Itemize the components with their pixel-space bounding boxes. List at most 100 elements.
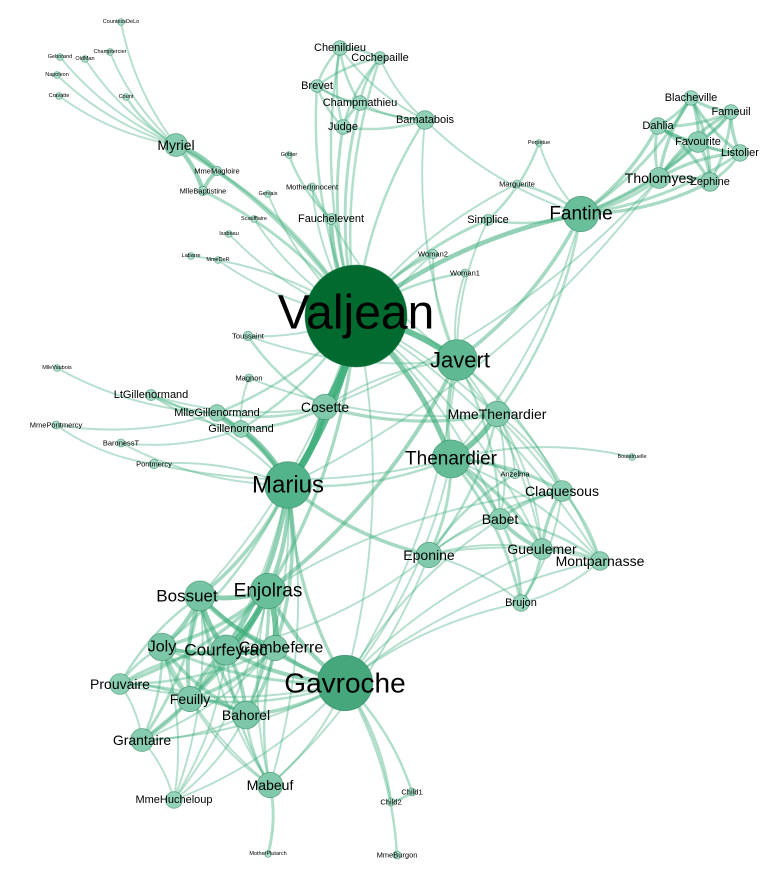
node-gavroche[interactable]	[316, 654, 374, 712]
node-mmepontmercy[interactable]	[51, 420, 61, 430]
label-gribier: Gribier	[281, 152, 298, 158]
node-zephine[interactable]	[700, 172, 720, 192]
node-perpetue[interactable]	[535, 139, 543, 147]
label-marius: Marius	[252, 472, 324, 499]
node-countessdelo[interactable]	[117, 18, 125, 26]
node-gueulemer[interactable]	[531, 538, 553, 560]
node-favourite[interactable]	[687, 131, 709, 153]
node-ltgillenormand[interactable]	[145, 389, 157, 401]
node-enjolras[interactable]	[249, 572, 287, 610]
node-motherinnocent[interactable]	[307, 182, 317, 192]
node-valjean[interactable]	[304, 264, 408, 368]
node-myriel[interactable]	[164, 133, 188, 157]
node-champmathieu[interactable]	[352, 95, 368, 111]
node-bahorel[interactable]	[231, 700, 261, 730]
node-mmeder[interactable]	[214, 256, 222, 264]
node-blacheville[interactable]	[683, 90, 699, 106]
node-baronesst[interactable]	[116, 438, 126, 448]
node-labarre[interactable]	[187, 252, 195, 260]
node-chenildieu[interactable]	[332, 40, 348, 56]
node-cosette[interactable]	[311, 393, 339, 421]
node-mllevaubois[interactable]	[53, 364, 61, 372]
label-gillenormand: Gillenormand	[208, 423, 273, 435]
node-tholomyes[interactable]	[648, 167, 670, 189]
label-zephine: Zephine	[690, 176, 730, 188]
node-woman2[interactable]	[427, 248, 439, 260]
node-prouvaire[interactable]	[109, 673, 131, 695]
node-napoleon[interactable]	[53, 71, 61, 79]
edge-countessdelo-myriel	[120, 21, 177, 146]
node-child2[interactable]	[386, 797, 396, 807]
edge-chenildieu-bamatabois	[339, 47, 426, 121]
node-brevet[interactable]	[310, 79, 324, 93]
node-joly[interactable]	[147, 632, 177, 662]
edge-boulatruelle-thenardier	[450, 446, 633, 460]
node-toussaint[interactable]	[242, 330, 254, 342]
node-babet[interactable]	[489, 508, 511, 530]
edge-grantaire-combeferre	[141, 647, 276, 741]
node-bossuet[interactable]	[184, 580, 216, 612]
node-pontmercy[interactable]	[148, 458, 160, 470]
node-simplice[interactable]	[482, 214, 494, 226]
label-mmehucheloup: MmeHucheloup	[135, 794, 212, 806]
node-woman1[interactable]	[460, 268, 470, 278]
node-scaufflaire[interactable]	[250, 215, 258, 223]
node-montparnasse[interactable]	[590, 551, 610, 571]
node-magnon[interactable]	[244, 373, 254, 383]
node-dahlia[interactable]	[649, 117, 667, 135]
node-fantine[interactable]	[562, 195, 600, 233]
node-javert[interactable]	[436, 339, 478, 381]
node-eponine[interactable]	[415, 541, 443, 569]
node-count[interactable]	[122, 93, 130, 101]
node-mmemagloire[interactable]	[211, 165, 223, 177]
node-mmeburgon[interactable]	[392, 850, 402, 860]
node-mllegillenormand[interactable]	[208, 404, 226, 422]
node-grantaire[interactable]	[130, 728, 154, 752]
node-listolier[interactable]	[731, 144, 749, 162]
node-motherplutarch[interactable]	[264, 850, 272, 858]
node-thenardier[interactable]	[431, 439, 471, 479]
node-gervais[interactable]	[264, 190, 272, 198]
node-geborand[interactable]	[56, 53, 64, 61]
edge-fantine-listolier	[579, 151, 742, 216]
node-fameuil[interactable]	[723, 104, 739, 120]
node-oldman[interactable]	[81, 55, 89, 63]
node-bamatabois[interactable]	[415, 110, 435, 130]
node-feuilly[interactable]	[176, 685, 204, 713]
edge-enjolras-mabeuf	[256, 590, 271, 786]
node-mmehucheloup[interactable]	[165, 791, 183, 809]
node-child1[interactable]	[407, 787, 417, 797]
node-fauchelevent[interactable]	[325, 213, 337, 225]
node-brujon[interactable]	[512, 594, 530, 612]
label-joly: Joly	[148, 639, 176, 656]
node-marguerite[interactable]	[512, 179, 522, 189]
node-gribier[interactable]	[285, 151, 293, 159]
node-anzelma[interactable]	[509, 468, 521, 480]
edge-thenardier-fantine	[450, 213, 582, 460]
node-judge[interactable]	[335, 119, 351, 135]
node-claquesous[interactable]	[551, 480, 573, 502]
node-marius[interactable]	[264, 461, 312, 509]
node-isabeau[interactable]	[225, 230, 233, 238]
label-motherplutarch: MotherPlutarch	[249, 851, 286, 857]
node-cravatte[interactable]	[55, 92, 63, 100]
node-mabeuf[interactable]	[256, 771, 284, 799]
edge-mmepontmercy-pontmercy	[55, 424, 155, 465]
label-champtercier: Champtercier	[93, 49, 126, 55]
edge-ltgillenormand-cosette	[150, 394, 326, 414]
node-mmethenardier[interactable]	[483, 400, 511, 428]
label-mllebaptistine: MlleBaptistine	[180, 187, 227, 196]
edge-gavroche-thenardier	[344, 458, 452, 684]
edge-fantine-blacheville	[579, 96, 693, 216]
label-gervais: Gervais	[259, 191, 278, 197]
edge-montparnasse-javert	[456, 359, 601, 562]
node-champtercier[interactable]	[106, 48, 114, 56]
node-boulatruelle[interactable]	[628, 453, 636, 461]
node-combeferre[interactable]	[261, 634, 289, 662]
node-courfeyrac[interactable]	[210, 634, 242, 666]
node-cochepaille[interactable]	[373, 51, 387, 65]
edge-gueulemer-gavroche	[344, 548, 543, 684]
node-gillenormand[interactable]	[232, 420, 250, 438]
node-mllebaptistine[interactable]	[197, 185, 209, 197]
